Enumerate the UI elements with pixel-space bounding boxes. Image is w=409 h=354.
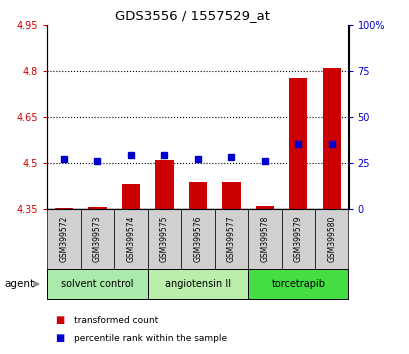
Text: torcetrapib: torcetrapib [271, 279, 324, 289]
Bar [114, 209, 147, 269]
Bar [47, 269, 147, 299]
Bar [255, 206, 273, 209]
Text: GSM399576: GSM399576 [193, 216, 202, 262]
Bar [247, 209, 281, 269]
Text: GSM399578: GSM399578 [260, 216, 269, 262]
Bar [322, 68, 340, 209]
Text: agent: agent [4, 279, 34, 289]
Bar [147, 269, 247, 299]
Bar [281, 209, 314, 269]
Text: GSM399573: GSM399573 [93, 216, 101, 262]
Bar [88, 207, 106, 209]
Text: GSM399580: GSM399580 [326, 216, 335, 262]
Text: percentile rank within the sample: percentile rank within the sample [74, 333, 226, 343]
Bar [247, 269, 348, 299]
Bar [288, 79, 307, 209]
Text: GSM399575: GSM399575 [160, 216, 169, 262]
Bar [121, 184, 140, 209]
Bar [147, 209, 181, 269]
Text: GSM399572: GSM399572 [59, 216, 68, 262]
Bar [214, 209, 247, 269]
Text: ■: ■ [55, 315, 65, 325]
Bar [155, 160, 173, 209]
Text: transformed count: transformed count [74, 316, 157, 325]
Bar [222, 182, 240, 209]
Bar [47, 209, 81, 269]
Bar [181, 209, 214, 269]
Bar [54, 208, 73, 209]
Text: GSM399579: GSM399579 [293, 216, 302, 262]
Bar [81, 209, 114, 269]
Text: ■: ■ [55, 333, 65, 343]
Text: solvent control: solvent control [61, 279, 133, 289]
Text: angiotensin II: angiotensin II [164, 279, 230, 289]
Bar [314, 209, 348, 269]
Text: GDS3556 / 1557529_at: GDS3556 / 1557529_at [115, 9, 270, 22]
Text: GSM399577: GSM399577 [226, 216, 235, 262]
Bar [188, 182, 207, 209]
Text: GSM399574: GSM399574 [126, 216, 135, 262]
